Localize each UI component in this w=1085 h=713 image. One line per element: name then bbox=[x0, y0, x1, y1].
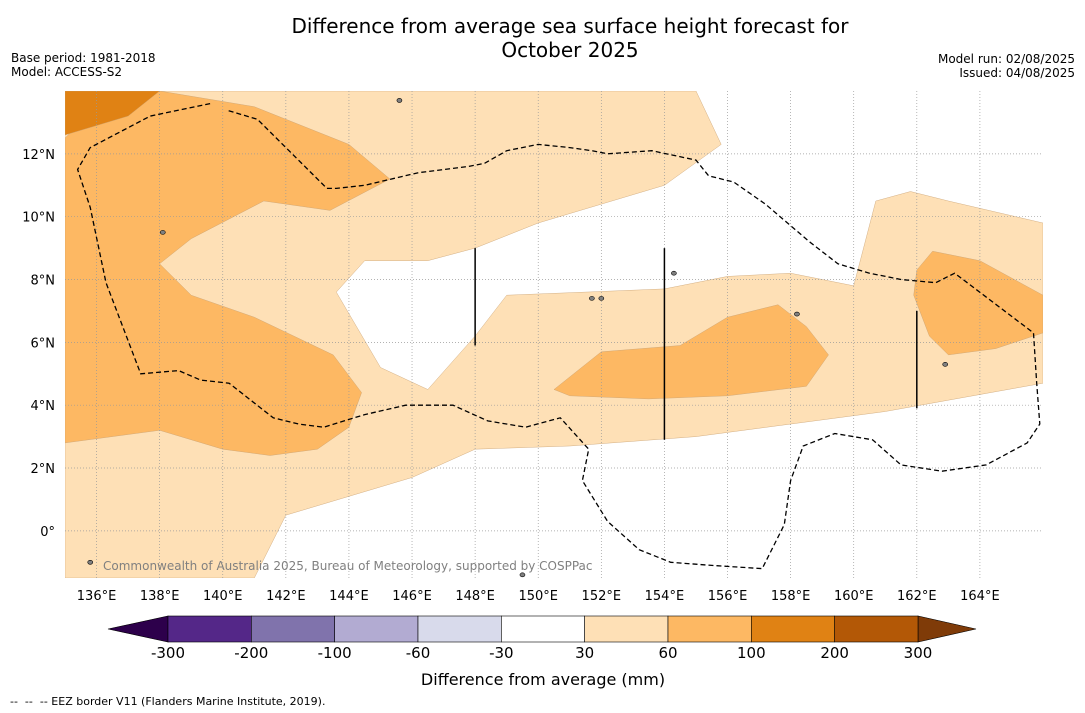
colorbar-swatch bbox=[417, 615, 502, 643]
eez-footnote: -- -- -- EEZ border V11 (Flanders Marine… bbox=[10, 695, 326, 708]
island bbox=[942, 362, 949, 367]
colorbar-swatch bbox=[834, 615, 919, 643]
colorbar-tick-label: -60 bbox=[406, 644, 431, 662]
x-tick-label: 152°E bbox=[582, 589, 622, 604]
island bbox=[519, 572, 526, 578]
colorbar-tick-label: 200 bbox=[820, 644, 849, 662]
x-tick-label: 142°E bbox=[266, 589, 306, 604]
x-tick-label: 148°E bbox=[455, 589, 495, 604]
island bbox=[396, 98, 403, 103]
colorbar-swatch bbox=[167, 615, 252, 643]
x-tick-label: 160°E bbox=[834, 589, 874, 604]
base-period: Base period: 1981-2018 bbox=[11, 51, 156, 65]
island bbox=[794, 311, 800, 317]
island bbox=[589, 296, 595, 301]
anomaly-region-2 bbox=[553, 304, 829, 400]
colorbar-tick-label: 300 bbox=[904, 644, 933, 662]
eez-border bbox=[76, 102, 1041, 570]
island bbox=[598, 296, 605, 301]
colorbar-label: Difference from average (mm) bbox=[421, 670, 665, 689]
colorbar-tick-label: 100 bbox=[737, 644, 766, 662]
x-tick-label: 156°E bbox=[708, 589, 748, 604]
title-line-2: October 2025 bbox=[501, 38, 639, 62]
x-tick-label: 154°E bbox=[645, 589, 685, 604]
x-tick-label: 150°E bbox=[518, 589, 558, 604]
chart-title: Difference from average sea surface heig… bbox=[0, 14, 1085, 62]
colorbar-swatch bbox=[667, 615, 752, 643]
y-tick-label: 0° bbox=[40, 525, 55, 540]
x-tick-label: 146°E bbox=[392, 589, 432, 604]
model-run: Model run: 02/08/2025 bbox=[937, 52, 1075, 66]
colorbar-tick-label: -200 bbox=[234, 644, 268, 662]
anomaly-region-1 bbox=[65, 91, 391, 456]
colorbar-swatch bbox=[501, 615, 585, 643]
island bbox=[87, 559, 94, 565]
island bbox=[671, 270, 677, 276]
colorbar-tick-label: 60 bbox=[658, 644, 677, 662]
x-tick-label: 144°E bbox=[329, 589, 369, 604]
y-tick-label: 12°N bbox=[22, 148, 55, 163]
meta-right: Model run: 02/08/2025 Issued: 04/08/2025 bbox=[938, 52, 1075, 80]
colorbar-extend-low bbox=[107, 615, 169, 643]
colorbar-swatch bbox=[751, 615, 835, 643]
x-tick-label: 140°E bbox=[203, 589, 243, 604]
colorbar-swatch bbox=[584, 615, 669, 643]
x-tick-label: 162°E bbox=[897, 589, 937, 604]
copyright-text: Commonwealth of Australia 2025, Bureau o… bbox=[103, 559, 593, 573]
colorbar-tick-label: -100 bbox=[318, 644, 352, 662]
colorbar: -300 -200 -100 -60 -30 30 60 100 200 300 bbox=[107, 615, 977, 662]
x-tick-label: 158°E bbox=[771, 589, 811, 604]
x-tick-label: 138°E bbox=[140, 589, 180, 604]
title-line-1: Difference from average sea surface heig… bbox=[291, 14, 849, 38]
colorbar-tick-label: 30 bbox=[575, 644, 594, 662]
anomaly-region-0 bbox=[65, 91, 1043, 578]
colorbar-tick-label: -30 bbox=[489, 644, 514, 662]
colorbar-swatch bbox=[251, 615, 335, 643]
y-tick-label: 8°N bbox=[31, 274, 56, 289]
island bbox=[160, 230, 166, 235]
colorbar-swatch bbox=[334, 615, 419, 643]
model-name: Model: ACCESS-S2 bbox=[11, 65, 123, 79]
meta-left: Base period: 1981-2018 Model: ACCESS-S2 bbox=[11, 51, 156, 79]
x-tick-label: 136°E bbox=[77, 589, 117, 604]
anomaly-region-4 bbox=[65, 91, 160, 136]
y-tick-label: 4°N bbox=[31, 399, 56, 414]
y-tick-label: 6°N bbox=[31, 336, 56, 351]
colorbar-tick-label: -300 bbox=[151, 644, 185, 662]
map-area: 136°E 138°E 140°E 142°E 144°E 146°E 148°E 150°E… bbox=[22, 91, 1043, 604]
colorbar-extend-high bbox=[917, 615, 977, 643]
issued-date: Issued: 04/08/2025 bbox=[959, 66, 1075, 80]
x-tick-label: 164°E bbox=[960, 589, 1000, 604]
y-tick-label: 2°N bbox=[31, 462, 56, 477]
y-tick-label: 10°N bbox=[22, 211, 55, 226]
